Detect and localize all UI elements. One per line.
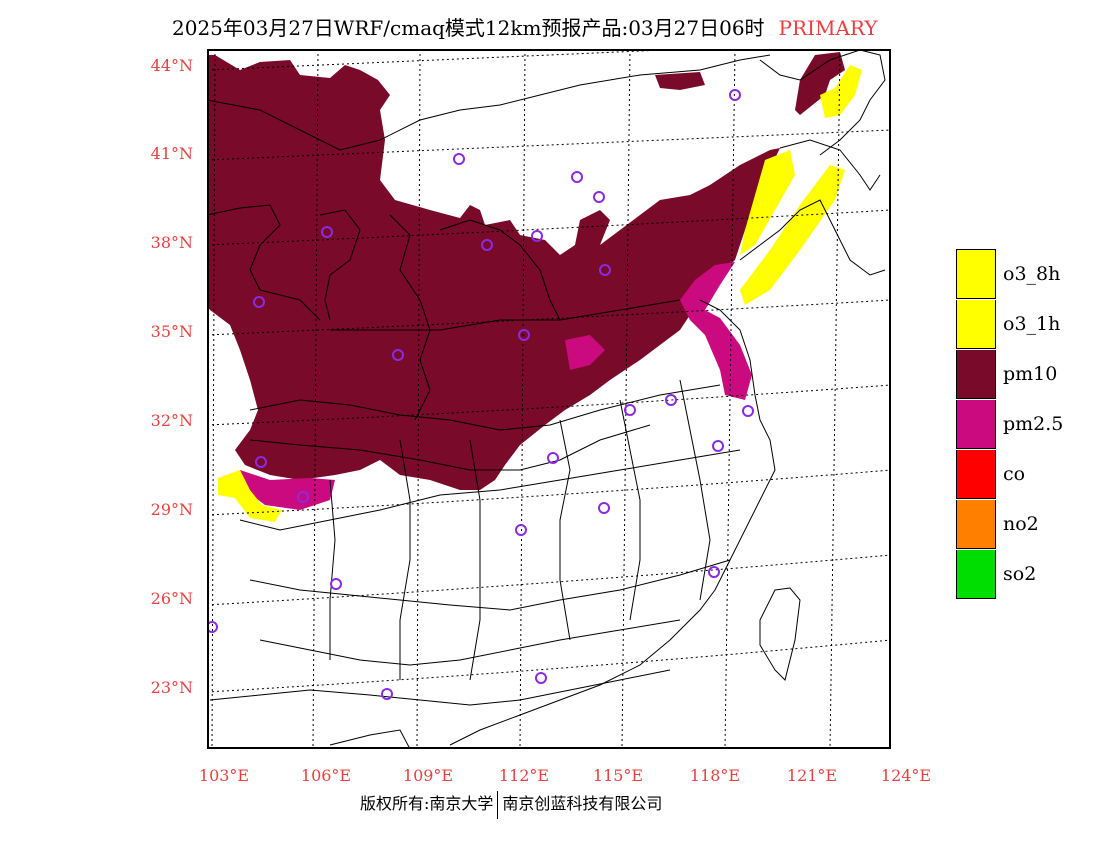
legend-swatch xyxy=(956,299,996,349)
station-marker xyxy=(481,239,493,251)
lat-label: 23°N xyxy=(150,678,193,697)
lat-label: 32°N xyxy=(150,411,193,430)
lon-label: 115°E xyxy=(592,766,644,785)
legend-swatch xyxy=(956,449,996,499)
pm25-southwest xyxy=(240,470,335,510)
station-marker xyxy=(712,440,724,452)
station-marker xyxy=(665,394,677,406)
station-marker xyxy=(547,452,559,464)
o3-north xyxy=(820,65,862,118)
station-marker xyxy=(330,578,342,590)
legend-swatch xyxy=(956,499,996,549)
legend-label: pm10 xyxy=(1003,363,1058,385)
pm10-region xyxy=(209,55,780,490)
station-marker xyxy=(571,171,583,183)
station-marker xyxy=(593,191,605,203)
map-canvas xyxy=(209,51,889,747)
legend-item: pm2.5 xyxy=(956,399,1063,449)
legend-item: o3_8h xyxy=(956,249,1063,299)
lat-label: 38°N xyxy=(150,233,193,252)
lon-label: 109°E xyxy=(402,766,454,785)
station-marker xyxy=(453,153,465,165)
primary-tag: PRIMARY xyxy=(778,16,878,40)
station-marker xyxy=(624,404,636,416)
station-marker xyxy=(598,502,610,514)
legend-swatch xyxy=(956,349,996,399)
lon-label: 124°E xyxy=(880,766,932,785)
lon-label: 103°E xyxy=(198,766,250,785)
pm25-central xyxy=(565,335,605,370)
lat-label: 35°N xyxy=(150,322,193,341)
lon-label: 106°E xyxy=(300,766,352,785)
map-title: 2025年03月27日WRF/cmaq模式12km预报产品:03月27日06时 P… xyxy=(172,12,878,41)
station-markers xyxy=(209,89,754,700)
station-marker xyxy=(515,524,527,536)
legend-label: o3_8h xyxy=(1003,263,1061,285)
pm10-northeast xyxy=(795,52,845,115)
o3-southwest xyxy=(218,470,282,522)
copyright-left: 版权所有:南京大学 xyxy=(360,794,494,813)
station-marker xyxy=(518,329,530,341)
legend-label: o3_1h xyxy=(1003,313,1061,335)
legend-swatch xyxy=(956,399,996,449)
station-marker xyxy=(321,226,333,238)
station-marker xyxy=(381,688,393,700)
lat-label: 26°N xyxy=(150,589,193,608)
legend: o3_8h o3_1h pm10 pm2.5 co no2 so2 xyxy=(956,249,1063,599)
pm10-north-strip xyxy=(655,72,705,90)
legend-item: co xyxy=(956,449,1063,499)
lon-label: 112°E xyxy=(498,766,550,785)
station-marker xyxy=(392,349,404,361)
legend-item: o3_1h xyxy=(956,299,1063,349)
o3-bohai xyxy=(740,165,845,305)
station-marker xyxy=(708,566,720,578)
graticule xyxy=(209,51,889,747)
station-marker xyxy=(729,89,741,101)
legend-label: pm2.5 xyxy=(1003,413,1064,435)
station-marker xyxy=(599,264,611,276)
lon-label: 121°E xyxy=(786,766,838,785)
station-marker xyxy=(742,405,754,417)
legend-item: pm10 xyxy=(956,349,1063,399)
copyright-footer: 版权所有:南京大学 南京创蓝科技有限公司 xyxy=(360,790,662,819)
title-text: 2025年03月27日WRF/cmaq模式12km预报产品:03月27日06时 xyxy=(172,16,765,40)
lat-label: 29°N xyxy=(150,500,193,519)
legend-swatch xyxy=(956,249,996,299)
lon-label: 118°E xyxy=(689,766,741,785)
lat-label: 44°N xyxy=(150,56,193,75)
legend-label: no2 xyxy=(1003,513,1039,535)
pm25-east xyxy=(680,262,752,400)
station-marker xyxy=(255,456,267,468)
lat-label: 41°N xyxy=(150,144,193,163)
legend-swatch xyxy=(956,549,996,599)
station-marker xyxy=(535,672,547,684)
copyright-right: 南京创蓝科技有限公司 xyxy=(502,794,663,813)
station-marker xyxy=(531,230,543,242)
footer-separator xyxy=(497,790,499,819)
map-panel xyxy=(207,49,891,749)
station-marker xyxy=(297,491,309,503)
legend-item: so2 xyxy=(956,549,1063,599)
legend-label: co xyxy=(1003,463,1026,485)
legend-item: no2 xyxy=(956,499,1063,549)
legend-label: so2 xyxy=(1003,563,1037,585)
station-marker xyxy=(253,296,265,308)
station-marker xyxy=(209,621,218,633)
border-lines xyxy=(209,51,886,747)
o3-northeast xyxy=(740,150,795,255)
